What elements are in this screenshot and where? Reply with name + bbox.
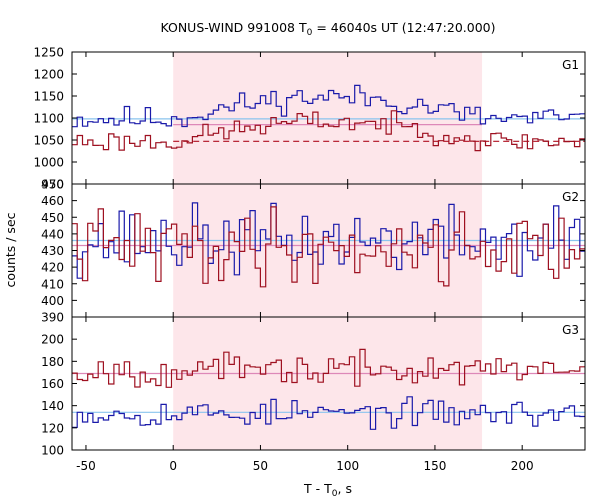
- y-tick-label: 160: [41, 377, 64, 391]
- y-tick-label: 1150: [33, 90, 64, 104]
- panel-label: G2: [562, 190, 579, 204]
- panel-label: G3: [562, 323, 579, 337]
- y-tick-label: 430: [41, 244, 64, 258]
- y-tick-label: 100: [41, 444, 64, 458]
- y-tick-label: 470: [41, 178, 64, 192]
- series-blue-g2: [72, 202, 585, 279]
- y-tick-label: 1100: [33, 112, 64, 126]
- plot-panels: 950100010501100115012001250G139040041042…: [33, 46, 586, 473]
- series-red-g1: [72, 110, 585, 152]
- y-tick-label: 390: [41, 311, 64, 325]
- x-axis-label: T - T0, s: [303, 481, 352, 499]
- series-blue-g3: [72, 396, 585, 430]
- y-axis-label: counts / sec: [3, 212, 18, 287]
- y-tick-label: 410: [41, 277, 64, 291]
- x-tick-label: 0: [169, 459, 177, 473]
- x-tick-label: -50: [76, 459, 96, 473]
- panel-label: G1: [562, 58, 579, 72]
- y-tick-label: 180: [41, 355, 64, 369]
- x-tick-label: 100: [336, 459, 359, 473]
- y-tick-label: 1000: [33, 156, 64, 170]
- y-tick-label: 1200: [33, 68, 64, 82]
- y-tick-label: 420: [41, 261, 64, 275]
- chart-title: KONUS-WIND 991008 T0 = 46040s UT (12:47:…: [160, 20, 495, 38]
- series-red-g3: [72, 348, 585, 388]
- y-tick-label: 950: [41, 178, 64, 192]
- series-red-g2: [72, 206, 585, 288]
- x-tick-label: 200: [511, 459, 534, 473]
- y-tick-label: 440: [41, 227, 64, 241]
- y-tick-label: 460: [41, 194, 64, 208]
- x-tick-label: 150: [423, 459, 446, 473]
- y-tick-label: 200: [41, 333, 64, 347]
- y-tick-label: 120: [41, 421, 64, 435]
- y-tick-label: 400: [41, 294, 64, 308]
- y-tick-label: 450: [41, 211, 64, 225]
- series-blue-g1: [72, 84, 585, 128]
- panel-g3: 100 120 140 160 180 200 G3: [41, 316, 586, 458]
- panel-g1: 950 1000 1050 1100 1150 1200 1250 G1: [33, 46, 586, 192]
- y-tick-label: 1050: [33, 134, 64, 148]
- x-tick-label: 50: [253, 459, 268, 473]
- y-tick-label: 1250: [33, 46, 64, 60]
- y-tick-label: 140: [41, 399, 64, 413]
